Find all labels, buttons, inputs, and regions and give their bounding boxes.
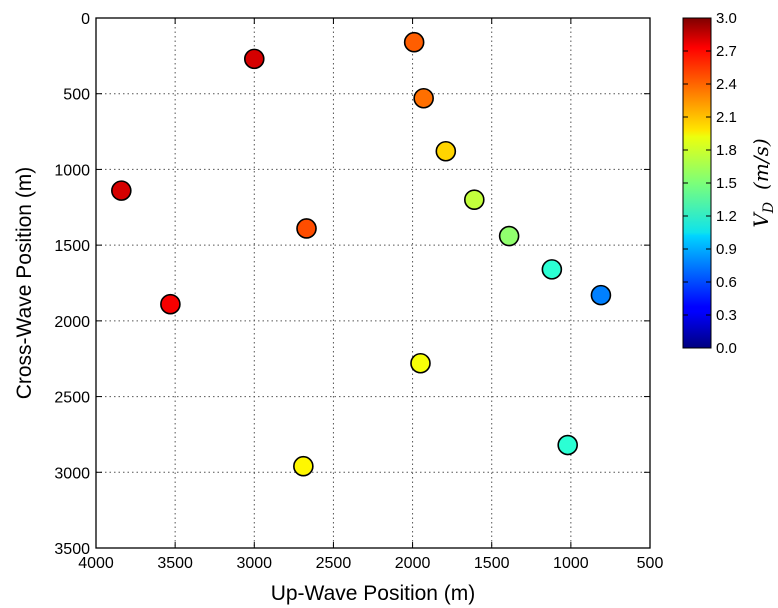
gridlines (96, 18, 650, 548)
x-tick-label: 4000 (78, 555, 114, 572)
colorbar: 3.0 2.7 2.4 2.1 1.8 1.5 1.2 0.9 0.6 0.3 0.0 VD (m/s… (682, 10, 777, 357)
colorbar-tick-label: 2.4 (716, 76, 737, 93)
scatter-point (435, 140, 457, 162)
x-tick-label: 2500 (316, 555, 352, 572)
colorbar-tick-label: 1.8 (716, 142, 737, 159)
y-tick-label: 1500 (54, 238, 90, 255)
plot-area-frame (95, 17, 651, 549)
y-axis-ticks: 0 500 1000 1500 2000 2500 3000 3500 (54, 11, 650, 558)
colorbar-tick-label: 2.7 (716, 43, 737, 60)
colorbar-tick-label: 3.0 (716, 10, 737, 27)
colorbar-tick-label: 2.1 (716, 109, 737, 126)
scatter-point (557, 434, 578, 456)
scatter-point (296, 218, 317, 239)
y-tick-label: 2500 (54, 390, 90, 407)
colorbar-tick-label: 0.0 (716, 340, 737, 357)
x-tick-label: 2000 (395, 555, 431, 572)
y-axis-title: Cross-Wave Position (m) (13, 167, 36, 400)
y-tick-label: 3000 (54, 465, 90, 482)
y-tick-label: 1000 (54, 162, 90, 179)
y-tick-label: 2000 (54, 314, 90, 331)
scatter-point (160, 293, 181, 315)
x-tick-label: 3000 (236, 555, 272, 572)
y-tick-label: 3500 (54, 541, 90, 558)
colorbar-title-subscript: D (761, 202, 777, 214)
scatter-point (410, 352, 431, 374)
scatter-point (243, 48, 265, 70)
scatter-point (541, 259, 563, 280)
scatter-point (464, 189, 485, 211)
data-points (111, 31, 612, 477)
x-tick-label: 1000 (553, 555, 589, 572)
scatter-point (498, 225, 520, 247)
colorbar-tick-label: 0.9 (716, 241, 737, 258)
y-tick-label: 0 (81, 11, 90, 28)
scatter-point (590, 284, 612, 306)
y-tick-label: 500 (63, 87, 90, 104)
scatter-point (403, 31, 425, 53)
colorbar-tick-label: 0.6 (716, 274, 737, 291)
x-axis-ticks: 4000 3500 3000 2500 2000 1500 1000 500 (78, 18, 663, 572)
colorbar-title: VD (m/s) (749, 138, 777, 227)
colorbar-title-symbol: V (749, 211, 773, 228)
colorbar-tick-label: 1.5 (716, 175, 737, 192)
x-tick-label: 3500 (157, 555, 193, 572)
colorbar-ticks: 3.0 2.7 2.4 2.1 1.8 1.5 1.2 0.9 0.6 0.3 0.0 (683, 10, 737, 357)
colorbar-tick-label: 1.2 (716, 208, 737, 225)
x-axis-title: Up-Wave Position (m) (271, 582, 476, 605)
colorbar-tick-label: 0.3 (716, 307, 737, 324)
x-tick-label: 1500 (474, 555, 510, 572)
scatter-point (111, 180, 132, 201)
x-tick-label: 500 (637, 555, 664, 572)
scatter-point (413, 87, 434, 109)
scatter-point (293, 455, 314, 477)
colorbar-title-units: (m/s) (749, 138, 773, 190)
